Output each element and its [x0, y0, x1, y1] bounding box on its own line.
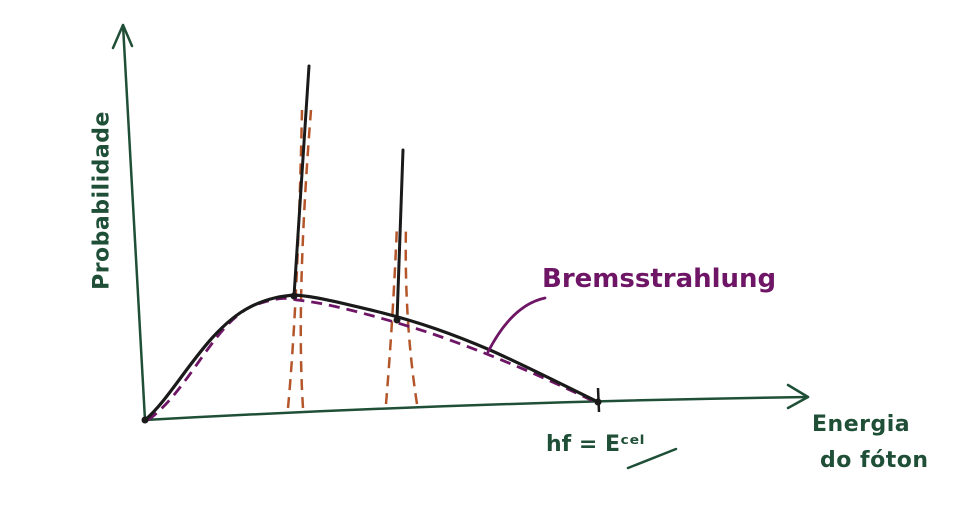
- bremsstrahlung-curve: [147, 297, 596, 422]
- y-axis-label: Probabilidade: [89, 111, 115, 290]
- peak-2-line: [395, 148, 405, 322]
- y-axis-arrowhead: [111, 23, 134, 50]
- x-axis-arrowhead: [786, 383, 810, 410]
- y-axis: [111, 23, 147, 422]
- x-axis-label-line1: Energia: [812, 412, 911, 437]
- peak-1-line: [292, 64, 311, 298]
- hf-label-underline: [626, 447, 678, 470]
- peak-1-base-point: [290, 292, 298, 300]
- origin-point: [141, 416, 149, 424]
- bremsstrahlung-label: Bremsstrahlung: [542, 264, 777, 294]
- max-energy-tick: [596, 387, 601, 413]
- bremsstrahlung-pointer: [486, 296, 547, 354]
- x-axis: [143, 383, 810, 422]
- x-axis-label-line2: do fóton: [820, 448, 929, 473]
- peak-1-dashes: [286, 109, 313, 409]
- max-energy-label: hf = Eᶜᵉˡ: [546, 432, 645, 457]
- total-spectrum-curve: [143, 293, 600, 422]
- peak-2-base-point: [393, 316, 401, 324]
- peak-2-dashes: [384, 224, 419, 405]
